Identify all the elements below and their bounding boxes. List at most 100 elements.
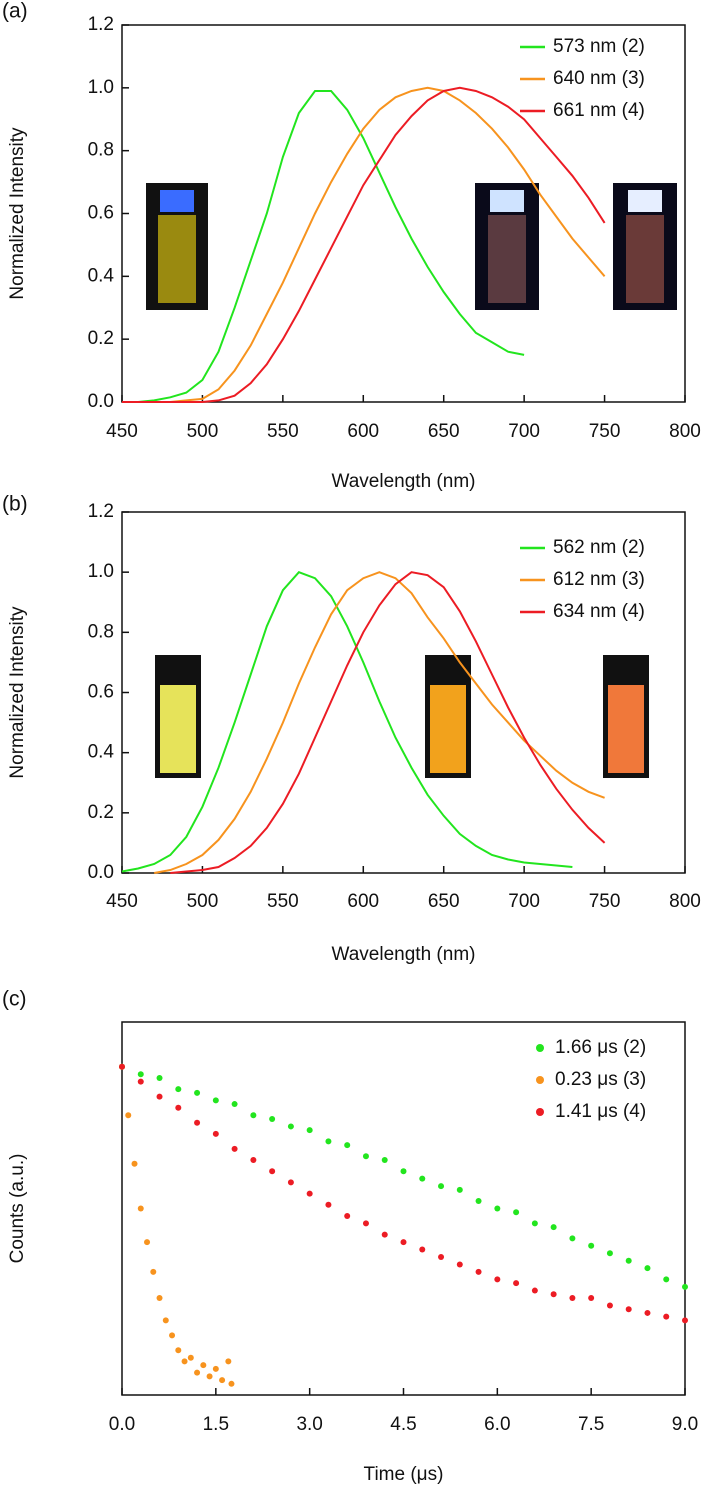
x-tick-label: 0.0 xyxy=(109,1414,135,1435)
data-point xyxy=(362,1153,369,1160)
data-point xyxy=(325,1138,332,1145)
data-point xyxy=(156,1295,163,1302)
y-tick-label: 0.6 xyxy=(88,203,114,224)
data-point xyxy=(144,1239,151,1246)
data-point xyxy=(125,1112,132,1119)
series-line xyxy=(122,90,525,403)
data-point xyxy=(156,1093,163,1100)
data-point xyxy=(531,1287,538,1294)
data-point xyxy=(175,1104,182,1111)
x-tick-label: 800 xyxy=(669,891,701,912)
y-axis-label: Normalized Intensity xyxy=(7,606,28,779)
x-tick-label: 650 xyxy=(428,421,460,442)
legend-label: 0.23 μs (3) xyxy=(555,1069,646,1090)
series-line xyxy=(122,86,606,403)
x-tick-label: 7.5 xyxy=(578,1414,604,1435)
data-point xyxy=(150,1268,157,1275)
vial-body xyxy=(626,215,664,303)
x-tick-label: 600 xyxy=(347,891,379,912)
data-point xyxy=(212,1365,219,1372)
legend-label: 1.41 μs (4) xyxy=(555,1101,646,1122)
plot-frame xyxy=(121,511,686,874)
y-tick-label: 0.2 xyxy=(88,328,114,349)
data-point xyxy=(644,1265,651,1272)
series-line xyxy=(154,571,605,874)
vial-cap xyxy=(490,190,524,212)
data-point xyxy=(400,1239,407,1246)
x-tick-label: 4.5 xyxy=(390,1414,416,1435)
series-line xyxy=(170,571,606,874)
y-tick-label: 0.6 xyxy=(88,682,114,703)
data-point xyxy=(187,1354,194,1361)
data-point xyxy=(588,1295,595,1302)
y-tick-label: 1.2 xyxy=(88,501,114,522)
data-point xyxy=(287,1123,294,1130)
legend-label: 1.66 μs (2) xyxy=(555,1037,646,1058)
x-tick-label: 3.0 xyxy=(296,1414,322,1435)
x-axis-label: Wavelength (nm) xyxy=(332,944,476,965)
panel-label: (c) xyxy=(2,988,27,1011)
data-point xyxy=(269,1168,276,1175)
data-point xyxy=(644,1309,651,1316)
x-tick-label: 450 xyxy=(106,891,138,912)
data-point xyxy=(475,1198,482,1205)
data-point xyxy=(162,1317,169,1324)
legend-swatch xyxy=(536,1108,544,1116)
data-point xyxy=(569,1235,576,1242)
data-point xyxy=(175,1347,182,1354)
y-tick-label: 1.2 xyxy=(88,14,114,35)
data-point xyxy=(438,1253,445,1260)
data-point xyxy=(438,1183,445,1190)
y-tick-label: 0.2 xyxy=(88,802,114,823)
data-point xyxy=(682,1283,688,1290)
data-point xyxy=(400,1168,407,1175)
legend-label: 661 nm (4) xyxy=(553,100,645,121)
vial-cap xyxy=(628,190,662,212)
data-point xyxy=(131,1160,138,1167)
legend-label: 612 nm (3) xyxy=(553,569,645,590)
data-point xyxy=(175,1086,182,1093)
data-point xyxy=(513,1280,520,1287)
x-tick-label: 750 xyxy=(589,891,621,912)
legend-swatch xyxy=(536,1044,544,1052)
panel-label: (a) xyxy=(2,0,28,23)
data-point xyxy=(212,1097,219,1104)
data-point xyxy=(194,1369,201,1376)
y-tick-label: 1.0 xyxy=(88,77,114,98)
data-point xyxy=(475,1268,482,1275)
data-point xyxy=(194,1089,201,1096)
vial-body xyxy=(158,215,196,303)
data-point xyxy=(169,1332,176,1339)
data-point xyxy=(494,1276,501,1283)
x-tick-label: 550 xyxy=(267,891,299,912)
data-point xyxy=(550,1291,557,1298)
data-point xyxy=(625,1257,632,1264)
x-tick-label: 550 xyxy=(267,421,299,442)
vial-photos xyxy=(146,183,677,778)
data-point xyxy=(344,1142,351,1149)
data-point xyxy=(250,1112,257,1119)
data-point xyxy=(287,1179,294,1186)
data-point xyxy=(606,1302,613,1309)
legend-label: 562 nm (2) xyxy=(553,537,645,558)
vial-body xyxy=(488,215,526,303)
y-tick-label: 0.0 xyxy=(88,391,114,412)
data-point xyxy=(362,1220,369,1227)
data-point xyxy=(250,1157,257,1164)
series-line xyxy=(121,571,573,873)
data-point xyxy=(137,1078,144,1085)
y-axis-label: Normalized Intensity xyxy=(7,127,28,300)
data-point xyxy=(682,1317,688,1324)
data-point xyxy=(456,1186,463,1193)
x-tick-label: 9.0 xyxy=(672,1414,698,1435)
data-point xyxy=(606,1250,613,1257)
x-tick-label: 700 xyxy=(508,421,540,442)
y-tick-label: 0.8 xyxy=(88,140,114,161)
data-point xyxy=(625,1306,632,1313)
data-point xyxy=(156,1074,163,1081)
x-tick-label: 600 xyxy=(347,421,379,442)
x-tick-label: 650 xyxy=(428,891,460,912)
x-axis-label: Time (μs) xyxy=(364,1464,444,1485)
data-point xyxy=(306,1127,313,1134)
